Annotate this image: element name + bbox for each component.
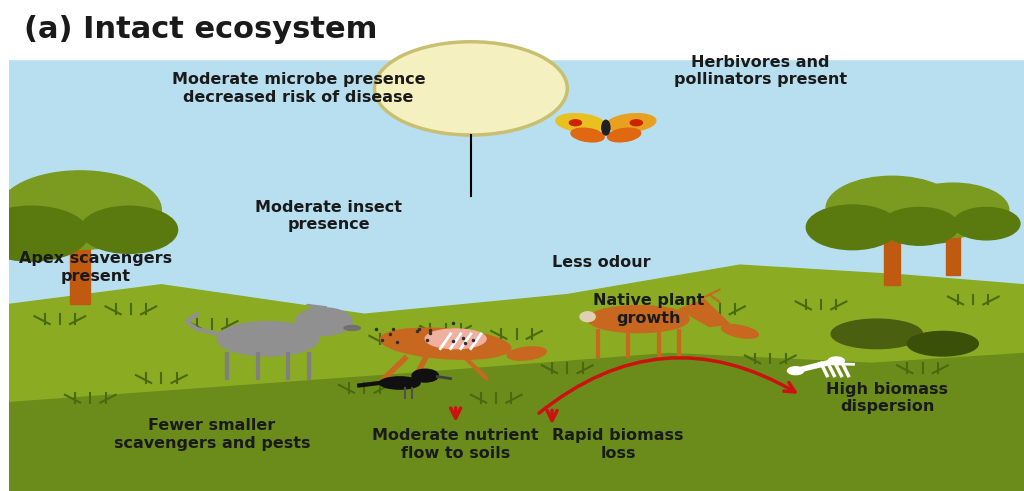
Text: (a) Intact ecosystem: (a) Intact ecosystem <box>25 15 378 44</box>
Bar <box>9 0 1024 368</box>
Ellipse shape <box>607 128 641 142</box>
Circle shape <box>953 208 1020 240</box>
Text: High biomass
dispersion: High biomass dispersion <box>826 382 948 414</box>
Circle shape <box>787 367 804 375</box>
Circle shape <box>569 120 582 126</box>
Ellipse shape <box>217 322 318 356</box>
Ellipse shape <box>602 120 610 135</box>
Circle shape <box>892 205 971 244</box>
Circle shape <box>826 176 958 240</box>
Polygon shape <box>306 304 327 310</box>
Ellipse shape <box>831 319 923 349</box>
Bar <box>9 403 1024 491</box>
Ellipse shape <box>344 326 360 330</box>
Ellipse shape <box>580 312 595 322</box>
Ellipse shape <box>606 113 655 132</box>
Text: Fewer smaller
scavengers and pests: Fewer smaller scavengers and pests <box>114 418 310 451</box>
Circle shape <box>828 357 845 365</box>
Circle shape <box>0 206 88 261</box>
Circle shape <box>80 206 177 253</box>
Text: Moderate microbe presence
decreased risk of disease: Moderate microbe presence decreased risk… <box>172 72 425 105</box>
Text: Herbivores and
pollinators present: Herbivores and pollinators present <box>674 55 847 87</box>
Ellipse shape <box>556 113 605 132</box>
Text: Less odour: Less odour <box>552 255 650 270</box>
Circle shape <box>0 171 162 249</box>
Polygon shape <box>9 354 1024 491</box>
Text: Apex scavengers
present: Apex scavengers present <box>18 251 172 284</box>
Circle shape <box>806 205 899 249</box>
Ellipse shape <box>380 328 511 359</box>
Polygon shape <box>9 265 1024 491</box>
Ellipse shape <box>907 331 978 356</box>
Ellipse shape <box>721 325 759 338</box>
Text: Rapid biomass
loss: Rapid biomass loss <box>552 428 684 461</box>
Ellipse shape <box>588 305 689 333</box>
Text: Moderate nutrient
flow to soils: Moderate nutrient flow to soils <box>373 428 539 461</box>
Bar <box>71 242 90 304</box>
Circle shape <box>881 207 958 246</box>
Text: Moderate insect
presence: Moderate insect presence <box>255 200 402 232</box>
Circle shape <box>375 42 567 135</box>
Bar <box>946 232 959 275</box>
Ellipse shape <box>380 377 420 389</box>
Polygon shape <box>679 300 730 327</box>
Ellipse shape <box>571 128 604 142</box>
Circle shape <box>630 120 642 126</box>
Ellipse shape <box>425 329 486 349</box>
Circle shape <box>897 183 1009 237</box>
Text: Native plant
growth: Native plant growth <box>593 293 705 326</box>
Bar <box>9 0 1024 59</box>
Circle shape <box>412 369 438 382</box>
Bar <box>884 234 900 285</box>
Circle shape <box>295 308 352 335</box>
Ellipse shape <box>507 347 546 360</box>
